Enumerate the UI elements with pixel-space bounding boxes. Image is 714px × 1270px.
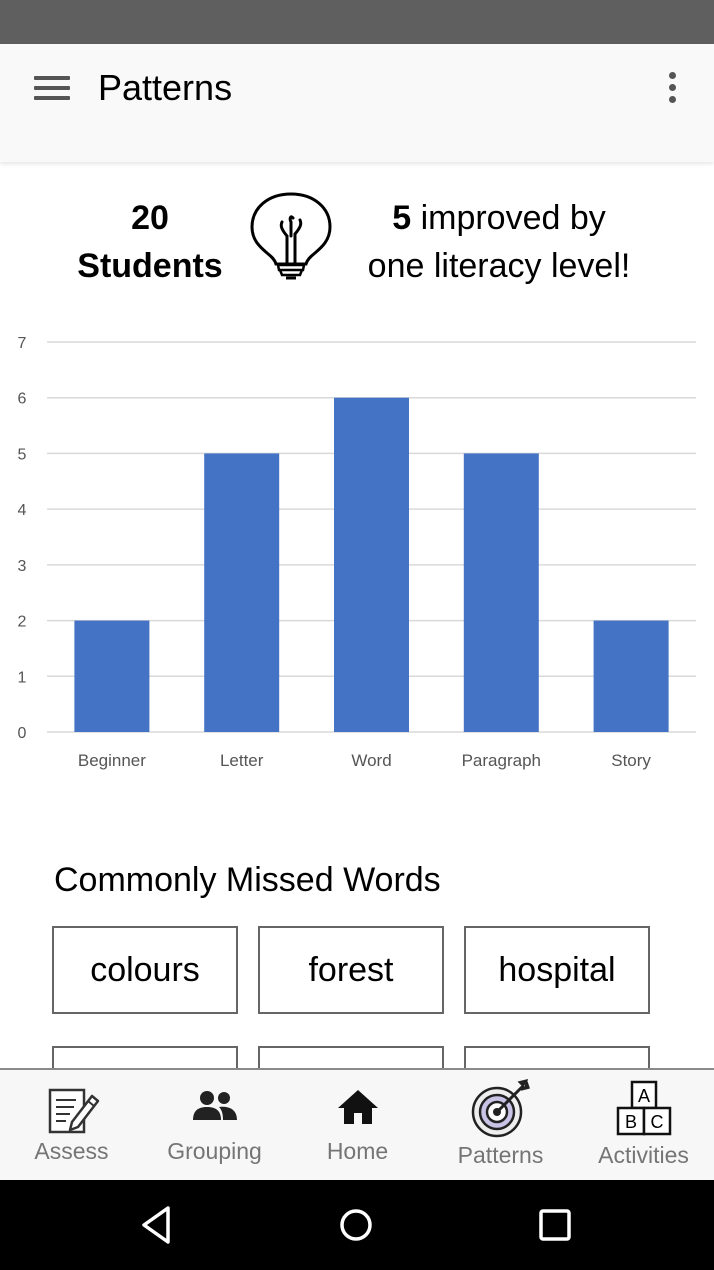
word-chip[interactable]: hospital — [464, 926, 650, 1014]
bar-beginner — [74, 620, 150, 732]
x-tick-label: Beginner — [78, 751, 146, 770]
bar-word — [334, 397, 409, 732]
word-chip-label: forest — [308, 950, 394, 989]
bottom-navigation: Assess Grouping Home Patterns — [0, 1068, 714, 1180]
nav-item-patterns[interactable]: Patterns — [429, 1070, 572, 1180]
improved-text-line1: improved by — [420, 199, 606, 237]
missed-words-title: Commonly Missed Words — [54, 861, 441, 899]
nav-item-activities[interactable]: A B C Activities — [572, 1070, 714, 1180]
x-tick-label: Letter — [220, 751, 264, 770]
more-options-icon[interactable] — [652, 68, 692, 108]
improved-count: 5 — [392, 199, 412, 237]
word-chip[interactable]: colours — [52, 926, 238, 1014]
y-tick-label: 7 — [18, 335, 27, 352]
home-icon — [337, 1090, 378, 1124]
student-count-label: Students — [77, 247, 223, 285]
bar-letter — [204, 453, 280, 732]
nav-item-home[interactable]: Home — [286, 1070, 429, 1180]
hamburger-menu-icon[interactable] — [26, 66, 78, 110]
nav-label-grouping: Grouping — [167, 1138, 262, 1164]
x-tick-label: Story — [611, 751, 651, 770]
app-bar: Patterns — [0, 44, 714, 162]
target-icon — [471, 1078, 530, 1138]
abc-blocks-icon: A B C — [616, 1080, 671, 1136]
summary-stats: 20 Students 5 improved by one literacy l… — [0, 190, 714, 290]
missed-words-list: colours forest hospital — [0, 926, 714, 1070]
bar-story — [593, 620, 669, 732]
y-tick-label: 1 — [18, 669, 27, 686]
back-icon[interactable] — [132, 1202, 182, 1248]
word-chip[interactable]: forest — [258, 926, 444, 1014]
improved-text-line2: one literacy level! — [367, 247, 631, 285]
literacy-level-chart: 0 1 2 3 4 5 6 7 Beginner Letter Word Paragraph Stor… — [0, 320, 714, 790]
y-tick-label: 0 — [18, 725, 27, 742]
svg-text:B: B — [624, 1112, 636, 1132]
word-chip-label: colours — [90, 950, 200, 989]
people-icon — [192, 1091, 237, 1120]
bar-chart: 0 1 2 3 4 5 6 7 Beginner Letter Word Paragraph Stor… — [18, 335, 696, 770]
nav-label-patterns: Patterns — [457, 1142, 544, 1168]
y-tick-label: 2 — [18, 614, 27, 631]
y-tick-label: 6 — [18, 391, 27, 408]
student-count: 20 Students — [60, 194, 240, 290]
x-tick-label: Word — [351, 751, 391, 770]
home-circle-icon[interactable] — [331, 1202, 381, 1248]
nav-label-assess: Assess — [34, 1138, 109, 1164]
student-count-value: 20 — [131, 199, 169, 237]
y-tick-label: 4 — [18, 502, 27, 519]
x-tick-label: Paragraph — [462, 751, 541, 770]
nav-label-activities: Activities — [598, 1142, 689, 1168]
bar-paragraph — [463, 453, 539, 732]
y-tick-label: 5 — [18, 446, 27, 463]
page-title: Patterns — [98, 67, 233, 108]
edit-document-icon — [48, 1088, 99, 1134]
word-chip[interactable] — [464, 1046, 650, 1070]
word-chip[interactable] — [52, 1046, 238, 1070]
svg-text:A: A — [637, 1086, 649, 1106]
system-navigation-bar — [0, 1180, 714, 1270]
nav-item-assess[interactable]: Assess — [0, 1070, 143, 1180]
status-bar — [0, 0, 714, 44]
nav-label-home: Home — [326, 1138, 389, 1164]
improvement-note: 5 improved by one literacy level! — [344, 194, 654, 290]
nav-item-grouping[interactable]: Grouping — [143, 1070, 286, 1180]
word-chip[interactable] — [258, 1046, 444, 1070]
y-tick-label: 3 — [18, 558, 27, 575]
lightbulb-icon — [250, 192, 332, 280]
recents-icon[interactable] — [530, 1202, 580, 1248]
word-chip-label: hospital — [498, 950, 616, 989]
svg-text:C: C — [650, 1112, 663, 1132]
